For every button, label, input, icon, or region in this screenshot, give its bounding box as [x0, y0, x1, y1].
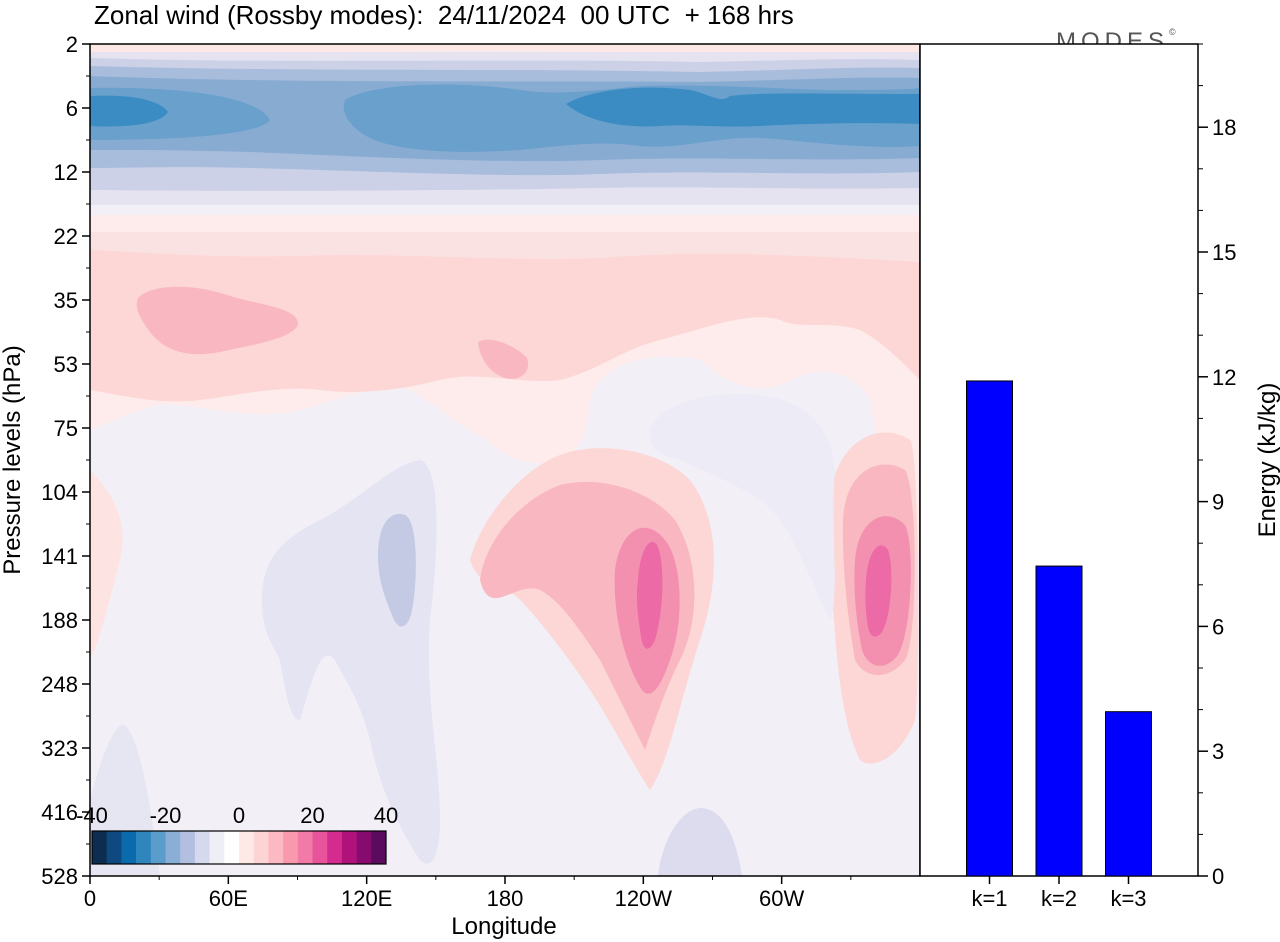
field-deep-pink-blob-center [478, 339, 529, 379]
colorbar-swatch [136, 831, 152, 864]
y-tick-label: 6 [66, 96, 78, 121]
bar-y-tick-label: 3 [1212, 739, 1224, 764]
colorbar-frame [91, 830, 387, 865]
colorbar-label: 20 [300, 803, 324, 828]
y-tick-label: 104 [41, 480, 78, 505]
colorbar-label: 40 [374, 803, 398, 828]
bar-y-tick-label: 12 [1212, 365, 1236, 390]
colorbar-swatch [194, 831, 210, 864]
bar-y-axis-title: Energy (kJ/kg) [1254, 383, 1280, 538]
colorbar-swatch [180, 831, 196, 864]
colorbar-swatch [268, 831, 284, 864]
field-pink-band [90, 245, 920, 402]
colorbar-swatch [283, 831, 299, 864]
bar-y-tick-label: 18 [1212, 115, 1236, 140]
colorbar-swatch [297, 831, 313, 864]
y-tick-label: 75 [54, 416, 78, 441]
energy-bars [966, 380, 1152, 877]
y-tick-label: 22 [54, 224, 78, 249]
colorbar-swatch [209, 831, 225, 864]
field-core-pink-60w [865, 545, 892, 637]
field-blue-column-core [378, 514, 416, 627]
colorbar: -40 -20 0 20 40 [76, 803, 398, 865]
colorbar-swatch [253, 831, 269, 864]
y-tick-label: 528 [41, 864, 78, 889]
field-deep-pink-blob-west [136, 286, 299, 355]
energy-bar-k=1 [966, 380, 1013, 877]
bar-y-tick-label: 0 [1212, 864, 1224, 889]
colorbar-swatch [341, 831, 357, 864]
x-tick-label: 60W [759, 886, 804, 911]
colorbar-swatch [224, 831, 240, 864]
field-core-pink-120w [636, 541, 663, 649]
x-axis-title: Longitude [451, 913, 556, 940]
x-tick-label: 120W [615, 886, 673, 911]
x-tick-label: 0 [84, 886, 96, 911]
copyright-mark: © [1169, 27, 1176, 37]
bar-x-tick-label: k=2 [1041, 886, 1077, 911]
colorbar-swatch [239, 831, 254, 864]
y-tick-label: 2 [66, 32, 78, 57]
x-tick-label: 180 [487, 886, 524, 911]
bar-y-tick-label: 6 [1212, 614, 1224, 639]
colorbar-swatch [150, 831, 166, 864]
colorbar-swatch [92, 831, 107, 864]
field-band-top-pink [90, 44, 920, 54]
colorbar-label: 0 [233, 803, 245, 828]
bar-axes: 0 3 6 9 12 15 18 k=1 k=2 k=3 [971, 43, 1236, 911]
colorbar-label: -20 [150, 803, 182, 828]
chart-title: Zonal wind (Rossby modes): 24/11/2024 00… [94, 0, 794, 30]
y-tick-label: 12 [54, 160, 78, 185]
zonal-wind-heatmap [90, 44, 920, 876]
colorbar-swatch [356, 831, 372, 864]
colorbar-swatch [165, 831, 181, 864]
bar-x-tick-label: k=1 [971, 886, 1007, 911]
field-pale-blue-bottom [658, 808, 742, 876]
x-tick-label: 120E [341, 886, 392, 911]
field-pink-upper [90, 232, 920, 262]
y-tick-label: 323 [41, 736, 78, 761]
y-axis-title: Pressure levels (hPa) [0, 345, 26, 574]
field-band-6 [90, 87, 920, 127]
colorbar-swatch [371, 831, 387, 864]
y-tick-label: 141 [41, 544, 78, 569]
bar-y-tick-label: 9 [1212, 490, 1224, 515]
y-tick-label: 35 [54, 288, 78, 313]
y-tick-label: 416 [41, 800, 78, 825]
y-tick-label: 53 [54, 352, 78, 377]
colorbar-swatch [312, 831, 328, 864]
colorbar-label: -40 [76, 803, 108, 828]
bar-x-tick-label: k=3 [1110, 886, 1146, 911]
energy-bar-k=3 [1105, 711, 1152, 877]
y-tick-label: 248 [41, 672, 78, 697]
field-pink-left-edge [90, 470, 123, 660]
colorbar-swatch [106, 831, 122, 864]
colorbar-swatch [327, 831, 343, 864]
bar-y-tick-label: 15 [1212, 240, 1236, 265]
y-tick-label: 188 [41, 608, 78, 633]
energy-bar-k=2 [1035, 565, 1083, 877]
field-pale-blue-right [649, 393, 835, 620]
x-tick-label: 60E [209, 886, 248, 911]
colorbar-swatch [121, 831, 137, 864]
